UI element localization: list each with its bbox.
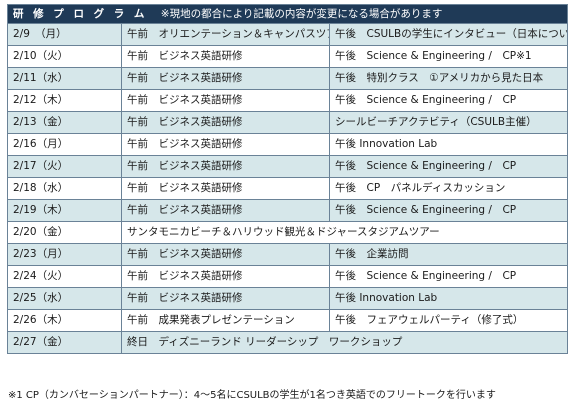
footnote: ※1 CP（カンバセーションパートナー）：4～5名にCSULBの学生が1名つき英… <box>8 390 496 401</box>
date-cell: 2/23（月） <box>7 243 122 266</box>
schedule-row: 2/20（金） サンタモニカビーチ＆ハリウッド観光＆ドジャースタジアムツアー <box>7 221 568 244</box>
afternoon-cell: 午後 フェアウェルパーティ（修了式） <box>329 309 568 332</box>
date-cell: 2/16（月） <box>7 133 122 156</box>
afternoon-cell: 午後 Science & Engineering / CP <box>329 89 568 112</box>
schedule-row: 2/23（月） 午前 ビジネス英語研修 午後 企業訪問 <box>7 243 568 266</box>
morning-cell: 午前 ビジネス英語研修 <box>121 111 330 134</box>
morning-cell: 午前 ビジネス英語研修 <box>121 133 330 156</box>
date-cell: 2/17（火） <box>7 155 122 178</box>
schedule-row: 2/10（火） 午前 ビジネス英語研修 午後 Science & Engineeri… <box>7 45 568 68</box>
full-day-cell: 終日 ディズニーランド リーダーシップ ワークショップ <box>121 331 568 354</box>
afternoon-cell: 午後 企業訪問 <box>329 243 568 266</box>
schedule-row: 2/24（火） 午前 ビジネス英語研修 午後 Science & Engineeri… <box>7 265 568 288</box>
afternoon-cell: 午後 Science & Engineering / CP※1 <box>329 45 568 68</box>
full-day-cell: サンタモニカビーチ＆ハリウッド観光＆ドジャースタジアムツアー <box>121 221 568 244</box>
table-header-cell: 研 修 プ ロ グ ラ ム ※現地の都合により記載の内容が変更になる場合がありま… <box>7 4 568 24</box>
morning-cell: 午前 ビジネス英語研修 <box>121 155 330 178</box>
date-cell: 2/12（木） <box>7 89 122 112</box>
afternoon-cell: 午後 Science & Engineering / CP <box>329 199 568 222</box>
schedule-row: 2/26（木） 午前 成果発表プレゼンテーション 午後 フェアウェルパーティ（修了式… <box>7 309 568 332</box>
schedule-row: 2/9 （月） 午前 オリエンテーション＆キャンパスツアー 午後 CSULBの学生に… <box>7 23 568 46</box>
morning-cell: 午前 ビジネス英語研修 <box>121 199 330 222</box>
morning-cell: 午前 オリエンテーション＆キャンパスツアー <box>121 23 330 46</box>
date-cell: 2/27（金） <box>7 331 122 354</box>
morning-cell: 午前 ビジネス英語研修 <box>121 177 330 200</box>
schedule-row: 2/13（金） 午前 ビジネス英語研修 シールビーチアクテビティ（CSULB主催） <box>7 111 568 134</box>
schedule-table: 研 修 プ ロ グ ラ ム ※現地の都合により記載の内容が変更になる場合がありま… <box>7 4 568 354</box>
schedule-row: 2/12（木） 午前 ビジネス英語研修 午後 Science & Engineeri… <box>7 89 568 112</box>
schedule-row: 2/11（水） 午前 ビジネス英語研修 午後 特別クラス ①アメリカから見た日本 <box>7 67 568 90</box>
afternoon-cell: 午後 Innovation Lab <box>329 133 568 156</box>
schedule-row: 2/16（月） 午前 ビジネス英語研修 午後 Innovation Lab <box>7 133 568 156</box>
afternoon-cell: シールビーチアクテビティ（CSULB主催） <box>329 111 568 134</box>
table-header-row: 研 修 プ ロ グ ラ ム ※現地の都合により記載の内容が変更になる場合がありま… <box>7 4 568 24</box>
afternoon-cell: 午後 特別クラス ①アメリカから見た日本 <box>329 67 568 90</box>
date-cell: 2/10（火） <box>7 45 122 68</box>
date-cell: 2/25（水） <box>7 287 122 310</box>
date-cell: 2/24（火） <box>7 265 122 288</box>
schedule-row: 2/19（木） 午前 ビジネス英語研修 午後 Science & Engineeri… <box>7 199 568 222</box>
afternoon-cell: 午後 Innovation Lab <box>329 287 568 310</box>
date-cell: 2/20（金） <box>7 221 122 244</box>
date-cell: 2/26（木） <box>7 309 122 332</box>
date-cell: 2/13（金） <box>7 111 122 134</box>
morning-cell: 午前 ビジネス英語研修 <box>121 287 330 310</box>
date-cell: 2/19（木） <box>7 199 122 222</box>
morning-cell: 午前 成果発表プレゼンテーション <box>121 309 330 332</box>
morning-cell: 午前 ビジネス英語研修 <box>121 89 330 112</box>
afternoon-cell: 午後 CP パネルディスカッション <box>329 177 568 200</box>
afternoon-cell: 午後 Science & Engineering / CP <box>329 265 568 288</box>
schedule-row: 2/17（火） 午前 ビジネス英語研修 午後 Science & Engineeri… <box>7 155 568 178</box>
afternoon-cell: 午後 Science & Engineering / CP <box>329 155 568 178</box>
date-cell: 2/18（水） <box>7 177 122 200</box>
date-cell: 2/9 （月） <box>7 23 122 46</box>
morning-cell: 午前 ビジネス英語研修 <box>121 243 330 266</box>
program-title: 研 修 プ ロ グ ラ ム <box>13 7 148 20</box>
morning-cell: 午前 ビジネス英語研修 <box>121 67 330 90</box>
morning-cell: 午前 ビジネス英語研修 <box>121 45 330 68</box>
schedule-row: 2/27（金） 終日 ディズニーランド リーダーシップ ワークショップ <box>7 331 568 354</box>
schedule-row: 2/18（水） 午前 ビジネス英語研修 午後 CP パネルディスカッション <box>7 177 568 200</box>
change-notice: ※現地の都合により記載の内容が変更になる場合があります <box>160 7 443 20</box>
afternoon-cell: 午後 CSULBの学生にインタビュー（日本について） <box>329 23 568 46</box>
morning-cell: 午前 ビジネス英語研修 <box>121 265 330 288</box>
schedule-row: 2/25（水） 午前 ビジネス英語研修 午後 Innovation Lab <box>7 287 568 310</box>
date-cell: 2/11（水） <box>7 67 122 90</box>
